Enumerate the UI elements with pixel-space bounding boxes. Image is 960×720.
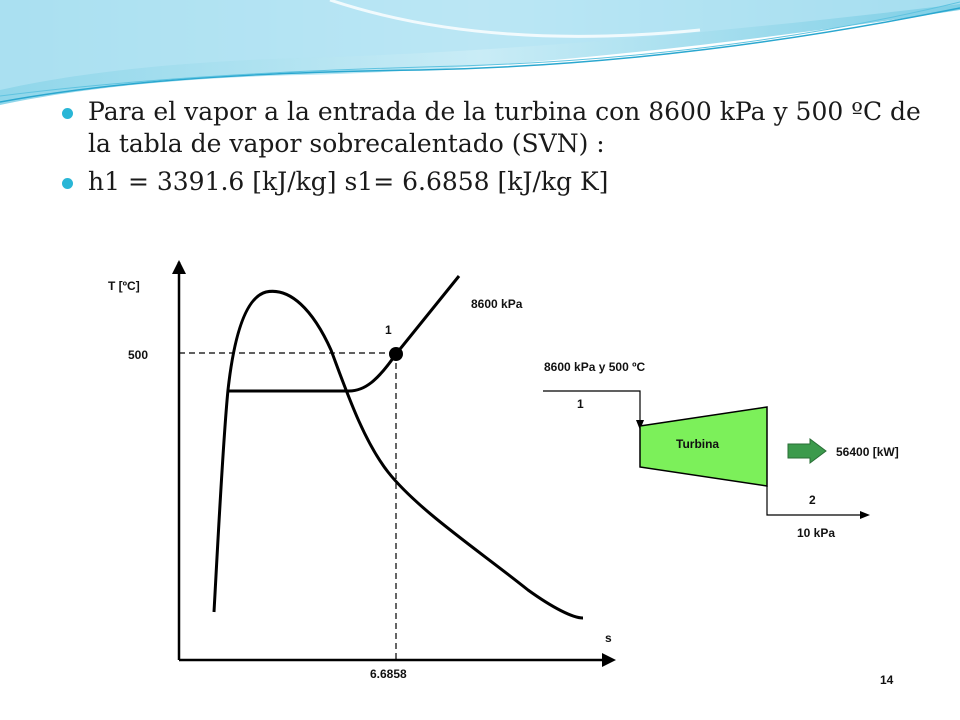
outlet-pipe — [766, 486, 863, 516]
state-1-label: 1 — [385, 323, 392, 337]
bullet-text: h1 = 3391.6 [kJ/kg] s1= 6.6858 [kJ/kg K] — [88, 167, 609, 196]
x-axis-arrow-icon — [602, 653, 616, 667]
y-axis-label: T [ºC] — [108, 279, 140, 293]
inlet-state-label: 1 — [577, 397, 584, 411]
isobar-label: 8600 kPa — [471, 297, 523, 311]
power-output-arrow-icon — [787, 438, 827, 464]
bullet-enthalpy-entropy: h1 = 3391.6 [kJ/kg] s1= 6.6858 [kJ/kg K] — [62, 166, 922, 198]
bullet-list: Para el vapor a la entrada de la turbina… — [62, 96, 922, 204]
outlet-pressure-label: 10 kPa — [797, 526, 835, 540]
bullet-steam-inlet: Para el vapor a la entrada de la turbina… — [62, 96, 922, 160]
x-axis-label: s — [605, 631, 612, 645]
entropy-tick-label: 6.6858 — [370, 667, 407, 681]
power-output-label: 56400 [kW] — [836, 445, 899, 459]
inlet-condition-label: 8600 kPa y 500 ºC — [544, 360, 645, 374]
turbine-schematic: 8600 kPa y 500 ºC 1 Turbina 56400 [kW] 2… — [543, 360, 899, 540]
inlet-arrow-icon — [636, 420, 644, 430]
ts-diagram-figure: T [ºC] s 1 8600 kPa 500 6.6858 8600 kPa … — [88, 240, 928, 710]
inlet-pipe — [543, 390, 641, 426]
outlet-arrow-icon — [860, 511, 870, 519]
ts-diagram: T [ºC] s 1 8600 kPa 500 6.6858 — [108, 260, 616, 681]
y-axis-arrow-icon — [172, 260, 186, 274]
figure-background — [88, 240, 928, 710]
turbine-name-label: Turbina — [676, 437, 719, 451]
bullet-dot-icon — [62, 108, 73, 119]
outlet-state-label: 2 — [809, 493, 816, 507]
bullet-dot-icon — [62, 178, 73, 189]
temperature-tick-label: 500 — [128, 348, 148, 362]
bullet-text: Para el vapor a la entrada de la turbina… — [88, 97, 921, 158]
page-number: 14 — [880, 673, 894, 687]
header-wave-decoration — [0, 0, 960, 105]
state-point-1 — [389, 347, 403, 361]
saturation-dome — [212, 289, 584, 620]
